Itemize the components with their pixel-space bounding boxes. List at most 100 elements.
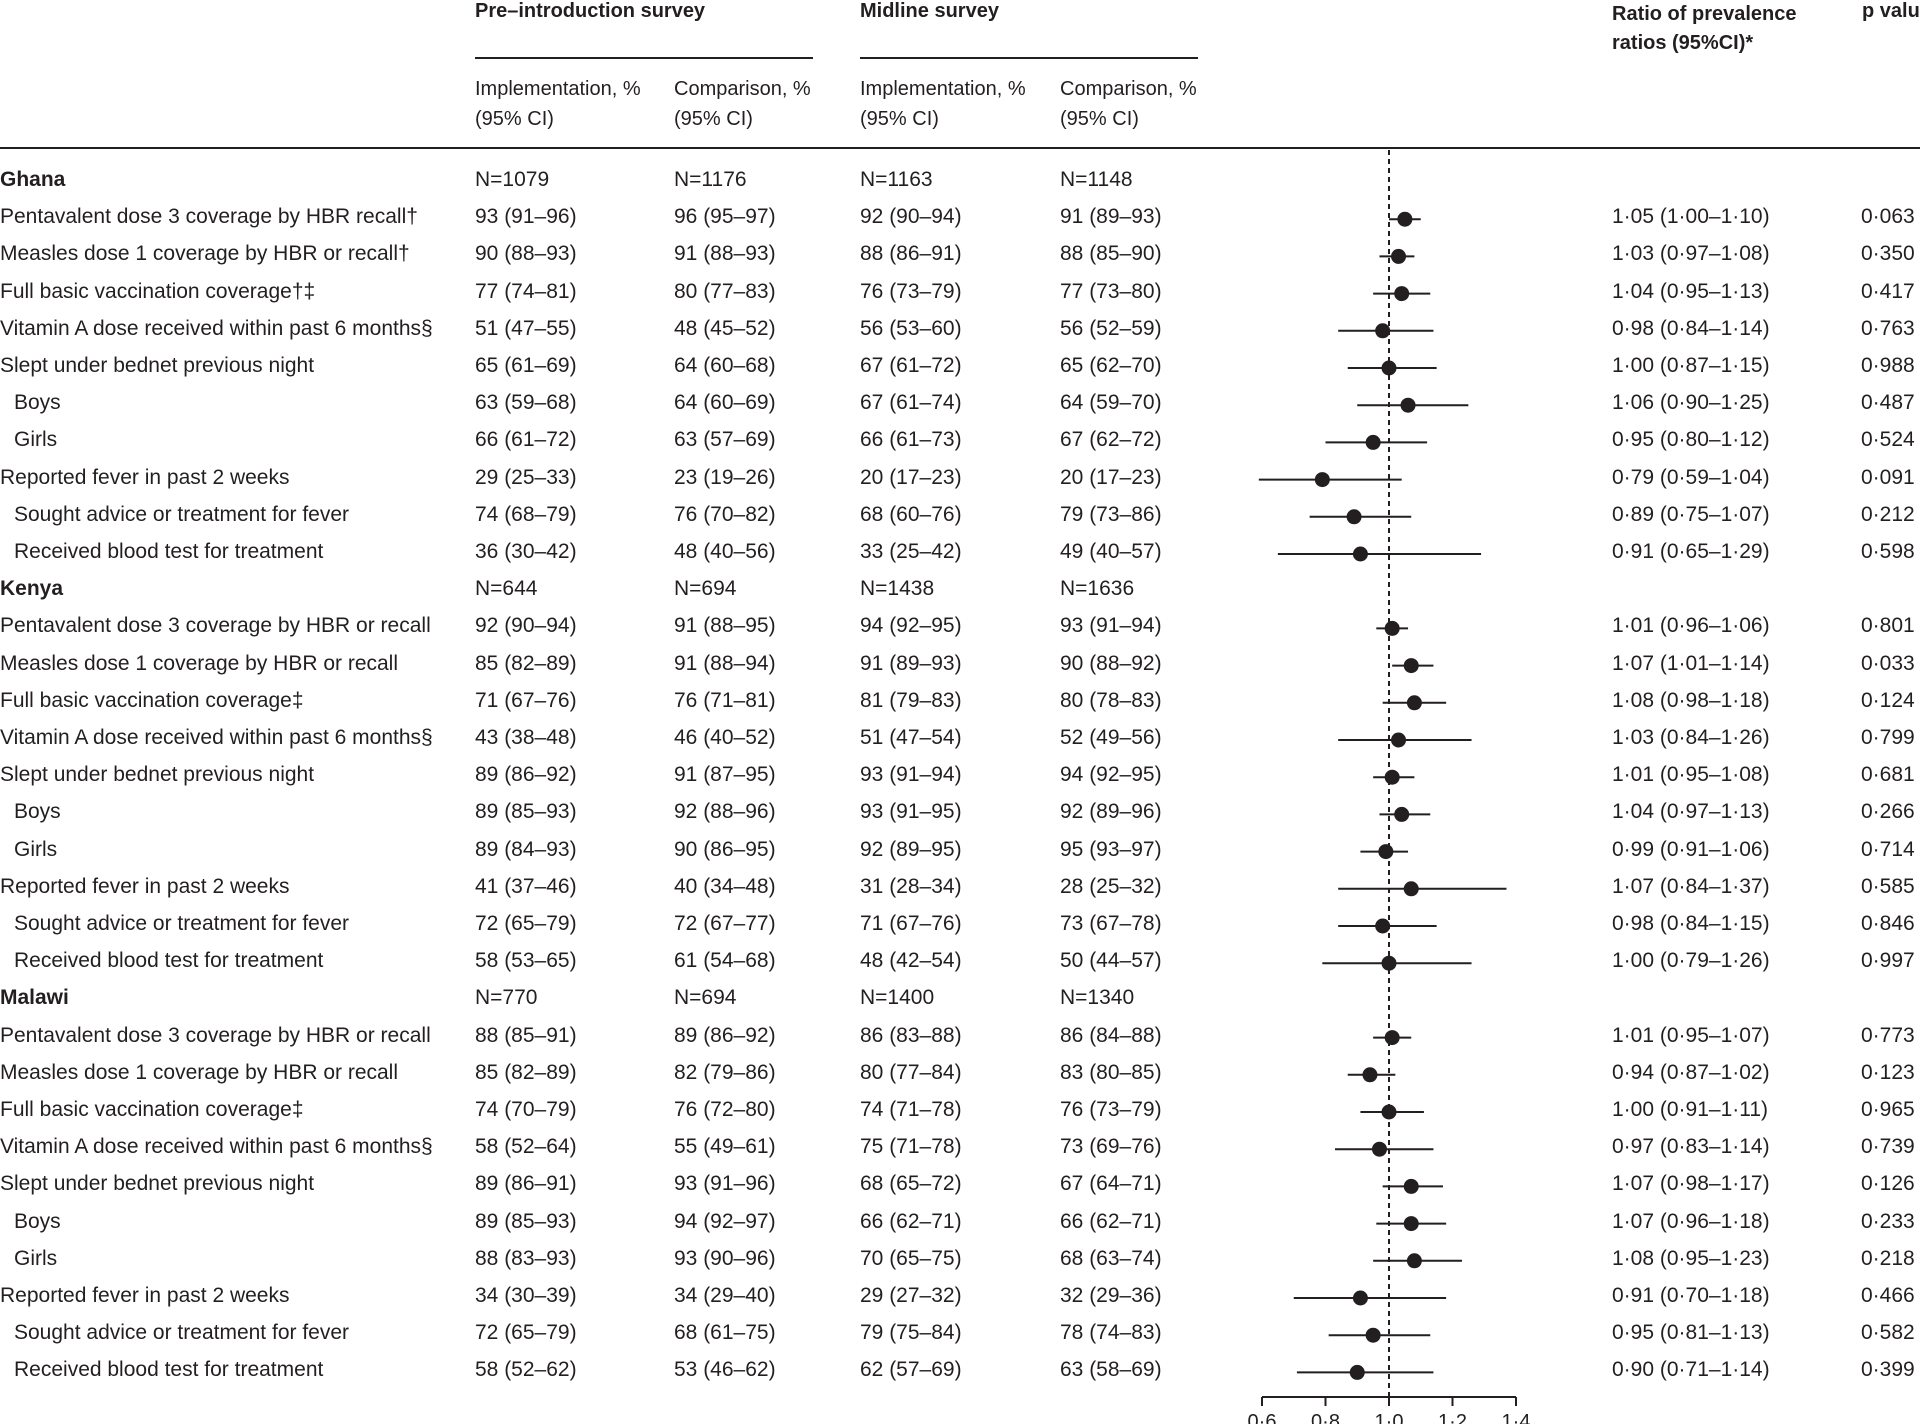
pre-comparison-value: 72 (67–77)	[674, 912, 776, 935]
ratio-value: 0·79 (0·59–1·04)	[1612, 465, 1770, 489]
table-row: Full basic vaccination coverage†‡ 77 (74–…	[0, 274, 1920, 311]
table-row: Vitamin A dose received within past 6 mo…	[0, 1129, 1920, 1166]
mid-implementation-value: 56 (53–60)	[860, 316, 962, 340]
row-label: Slept under bednet previous night	[0, 354, 315, 377]
ratio-value: 0·89 (0·75–1·07)	[1612, 502, 1770, 526]
country-label: Kenya	[0, 577, 64, 601]
point-estimate	[1384, 769, 1400, 785]
table-row: Slept under bednet previous night 89 (86–…	[0, 757, 1920, 794]
point-estimate	[1406, 695, 1422, 711]
p-value: 0·582	[1861, 1321, 1915, 1345]
pre-comparison-value: N=694	[674, 577, 737, 601]
country-row: Malawi N=770 N=694 N=1400 N=1340	[0, 980, 1920, 1017]
pre-implementation-value: 58 (53–65)	[475, 949, 577, 973]
pre-comparison-value: 93 (91–96)	[674, 1172, 776, 1196]
ratio-value: 0·99 (0·91–1·06)	[1612, 837, 1770, 861]
row-label: Reported fever in past 2 weeks	[0, 1284, 290, 1307]
country-row: Kenya N=644 N=694 N=1438 N=1636	[0, 571, 1920, 608]
row-label: Full basic vaccination coverage‡	[0, 1098, 304, 1121]
table-row: Pentavalent dose 3 coverage by HBR recal…	[0, 199, 1920, 236]
point-estimate	[1365, 434, 1381, 450]
ratio-value: 1·07 (0·96–1·18)	[1612, 1209, 1770, 1233]
mid-implementation-value: 66 (61–73)	[860, 428, 962, 452]
table-row: Girls 66 (61–72) 63 (57–69) 66 (61–73) 67 (6…	[0, 422, 1920, 459]
point-estimate	[1375, 323, 1391, 339]
point-estimate	[1378, 844, 1394, 860]
mid-comparison-value: 67 (64–71)	[1060, 1172, 1162, 1196]
mid-implementation-value: 80 (77–84)	[860, 1060, 962, 1084]
mid-comparison-value: 86 (84–88)	[1060, 1023, 1162, 1047]
pre-implementation-value: 41 (37–46)	[475, 874, 577, 898]
pre-comparison-value: 48 (45–52)	[674, 316, 776, 340]
midline-survey-header: Midline survey	[860, 0, 999, 22]
country-label: Ghana	[0, 168, 66, 191]
point-estimate	[1362, 1067, 1378, 1083]
row-label: Vitamin A dose received within past 6 mo…	[0, 316, 433, 340]
mid-comparison-value: 28 (25–32)	[1060, 874, 1162, 898]
p-value: 0·524	[1861, 428, 1915, 452]
pre-implementation-value: 89 (84–93)	[475, 837, 577, 861]
row-label: Received blood test for treatment	[14, 1358, 324, 1382]
p-value: 0·033	[1861, 651, 1915, 675]
pre-survey-rule	[475, 57, 813, 59]
mid-comparison-value: 73 (69–76)	[1060, 1135, 1162, 1159]
ratio-value: 1·01 (0·95–1·08)	[1612, 763, 1770, 787]
point-estimate	[1346, 509, 1362, 525]
mid-comparison-value: 88 (85–90)	[1060, 242, 1162, 266]
p-value: 0·124	[1861, 688, 1915, 712]
ratio-value: 1·00 (0·87–1·15)	[1612, 354, 1770, 377]
pre-implementation-value: 85 (82–89)	[475, 651, 577, 675]
table-row: Boys 63 (59–68) 64 (60–69) 67 (61–74) 64 (59…	[0, 385, 1920, 422]
pre-implementation-value: 77 (74–81)	[475, 279, 577, 303]
mid-comparison-value: 32 (29–36)	[1060, 1284, 1162, 1307]
mid-implementation-value: 29 (27–32)	[860, 1284, 962, 1307]
row-label: Girls	[14, 428, 58, 452]
x-tick-label: 0·6	[1248, 1411, 1277, 1424]
mid-implementation-value: 86 (83–88)	[860, 1023, 962, 1047]
p-value: 0·487	[1861, 391, 1915, 415]
pre-implementation-value: N=770	[475, 986, 538, 1010]
pre-implementation-value: 89 (86–91)	[475, 1172, 577, 1196]
point-estimate	[1400, 397, 1416, 413]
pre-comparison-value: 80 (77–83)	[674, 279, 776, 303]
pre-implementation-value: 92 (90–94)	[475, 614, 577, 638]
ratio-header: Ratio of prevalence ratios (95%CI)*	[1612, 3, 1797, 54]
table-row: Received blood test for treatment 36 (30–…	[0, 534, 1920, 571]
p-value-header: p value	[1862, 0, 1920, 22]
pre-implementation-value: 58 (52–62)	[475, 1358, 577, 1382]
mid-comparison-value: N=1340	[1060, 986, 1135, 1010]
row-label: Pentavalent dose 3 coverage by HBR or re…	[0, 1023, 431, 1047]
mid-implementation-value: N=1400	[860, 986, 935, 1010]
pre-comparison-value: 90 (86–95)	[674, 837, 776, 861]
mid-implementation-value: 92 (89–95)	[860, 837, 962, 861]
table-row: Slept under bednet previous night 65 (61–…	[0, 348, 1920, 385]
p-value: 0·681	[1861, 763, 1915, 787]
pre-comparison-value: N=694	[674, 986, 737, 1010]
table-row: Boys 89 (85–93) 94 (92–97) 66 (62–71) 66 (62…	[0, 1204, 1920, 1241]
mid-comparison-value: 66 (62–71)	[1060, 1209, 1162, 1233]
p-value: 0·773	[1861, 1023, 1915, 1047]
p-value: 0·799	[1861, 726, 1915, 749]
mid-implementation-value: 48 (42–54)	[860, 949, 962, 973]
point-estimate	[1394, 286, 1410, 302]
table-row: Sought advice or treatment for fever 74 (…	[0, 497, 1920, 534]
mid-comparison-value: 91 (89–93)	[1060, 205, 1162, 229]
pre-implementation-value: 85 (82–89)	[475, 1060, 577, 1084]
ratio-value: 0·91 (0·65–1·29)	[1612, 540, 1770, 563]
row-label: Slept under bednet previous night	[0, 763, 315, 787]
pre-comparison-value: 91 (88–94)	[674, 651, 776, 675]
mid-comparison-value: 77 (73–80)	[1060, 279, 1162, 303]
table-row: Boys 89 (85–93) 92 (88–96) 93 (91–95) 92 (89…	[0, 794, 1920, 831]
mid-implementation-value: 76 (73–79)	[860, 279, 962, 303]
pre-implementation-value: 36 (30–42)	[475, 540, 577, 563]
point-estimate	[1403, 1216, 1419, 1232]
row-label: Full basic vaccination coverage‡	[0, 688, 304, 712]
pre-implementation-value: 29 (25–33)	[475, 465, 577, 489]
pre-comparison-value: 68 (61–75)	[674, 1321, 776, 1345]
pre-implementation-value: 58 (52–64)	[475, 1135, 577, 1159]
pre-comparison-value: 40 (34–48)	[674, 874, 776, 898]
pre-comparison-value: 48 (40–56)	[674, 540, 776, 563]
pre-implementation-value: 88 (85–91)	[475, 1023, 577, 1047]
mid-implementation-value: N=1163	[860, 168, 933, 191]
point-estimate	[1375, 918, 1391, 934]
